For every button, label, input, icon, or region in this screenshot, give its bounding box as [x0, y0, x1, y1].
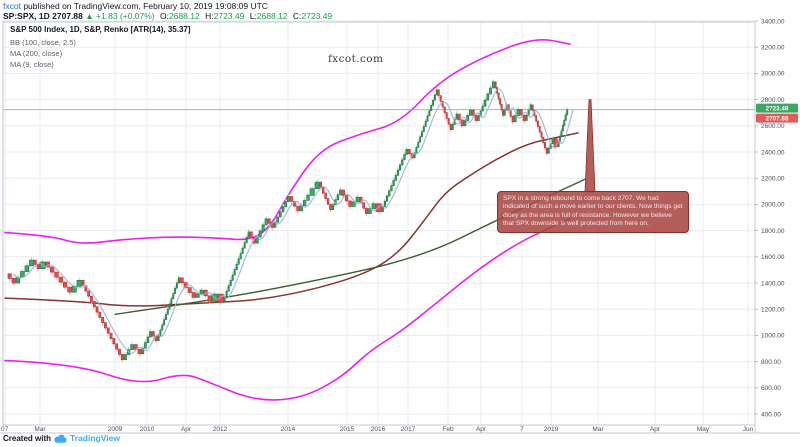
svg-text:2000.00: 2000.00	[761, 202, 785, 209]
annotation-callout[interactable]: SPX in a strong rebound to come back 270…	[497, 191, 689, 233]
symbol-label: SP:SPX, 1D	[3, 11, 50, 21]
svg-text:1800.00: 1800.00	[761, 228, 785, 235]
svg-text:Apr: Apr	[650, 426, 661, 433]
chart-frame	[0, 21, 800, 434]
ma-9-line	[12, 88, 574, 354]
last-price: 2707.88	[52, 11, 83, 21]
low-label: L:	[249, 11, 257, 21]
footer: Created with TradingView	[3, 433, 120, 443]
svg-text:800.00: 800.00	[761, 359, 781, 366]
svg-text:2723.49: 2723.49	[766, 105, 789, 112]
svg-text:Apr: Apr	[476, 426, 487, 433]
price-badges: 2723.49 2707.88	[756, 103, 798, 123]
svg-text:2200.00: 2200.00	[761, 176, 785, 183]
svg-text:Feb: Feb	[442, 426, 454, 433]
svg-text:1400.00: 1400.00	[761, 280, 785, 287]
svg-text:May: May	[697, 426, 710, 433]
svg-text:400.00: 400.00	[761, 411, 781, 418]
svg-text:3200.00: 3200.00	[761, 45, 785, 52]
svg-text:600.00: 600.00	[761, 385, 781, 392]
svg-text:07: 07	[1, 426, 9, 433]
svg-text:2014: 2014	[281, 426, 296, 433]
svg-text:1200.00: 1200.00	[761, 307, 785, 314]
renko-bricks	[7, 81, 569, 361]
price-axis: 3400.00 3200.00 3000.00 2800.00 2600.00 2400.…	[755, 18, 785, 418]
callout-pointer	[584, 99, 596, 193]
high-label: H:	[205, 11, 214, 21]
svg-text:2012: 2012	[213, 426, 228, 433]
svg-text:Jun: Jun	[743, 426, 754, 433]
open-label: O:	[160, 11, 169, 21]
svg-text:2017: 2017	[401, 426, 416, 433]
tradingview-cloud-icon	[54, 434, 67, 443]
watermark: fxcot.com	[328, 53, 384, 65]
svg-text:1600.00: 1600.00	[761, 254, 785, 261]
tradingview-link[interactable]: TradingView	[70, 433, 120, 443]
ma-200-line	[4, 132, 579, 307]
svg-text:2800.00: 2800.00	[761, 97, 785, 104]
svg-text:2019: 2019	[544, 426, 559, 433]
svg-text:7: 7	[520, 426, 524, 433]
svg-text:2600.00: 2600.00	[761, 123, 785, 130]
byline-text: published on TradingView.com, February 1…	[20, 1, 268, 11]
svg-text:3000.00: 3000.00	[761, 71, 785, 78]
svg-text:2016: 2016	[371, 426, 386, 433]
svg-text:Apr: Apr	[181, 426, 192, 433]
svg-text:2010: 2010	[140, 426, 155, 433]
low-value: 2688.12	[256, 11, 288, 21]
created-with-label: Created with	[3, 433, 52, 443]
svg-text:3400.00: 3400.00	[761, 18, 785, 25]
author-link[interactable]: fxcot	[3, 1, 21, 11]
indicator-ma9[interactable]: MA (9, close)	[10, 60, 54, 69]
close-label: C:	[292, 11, 302, 21]
open-value: 2688.12	[169, 11, 200, 21]
time-axis: 07 Mar 2009 2010 Apr 2012 2014 2015 2016 2017 Feb A…	[1, 426, 754, 433]
indicator-legend: S&P 500 Index, 1D, S&P, Renko [ATR(14), …	[10, 25, 191, 70]
indicator-ma200[interactable]: MA (200, close)	[10, 49, 63, 58]
indicator-bb[interactable]: BB (100, close, 2.5)	[10, 38, 76, 47]
price-change: ▲ +1.83 (+0.07%)	[85, 11, 155, 21]
byline: fxcot published on TradingView.com, Febr…	[3, 1, 268, 11]
high-value: 2723.49	[213, 11, 245, 21]
svg-text:2009: 2009	[108, 426, 123, 433]
svg-text:2015: 2015	[340, 426, 355, 433]
svg-text:2707.88: 2707.88	[766, 115, 789, 122]
svg-text:Mar: Mar	[34, 426, 46, 433]
quote-line: SP:SPX, 1D 2707.88 ▲ +1.83 (+0.07%) O:26…	[3, 11, 332, 21]
chart-title[interactable]: S&P 500 Index, 1D, S&P, Renko [ATR(14), …	[10, 25, 191, 34]
svg-text:1000.00: 1000.00	[761, 333, 785, 340]
svg-text:Mar: Mar	[592, 426, 604, 433]
close-value: 2723.49	[301, 11, 333, 21]
svg-text:2400.00: 2400.00	[761, 149, 785, 156]
